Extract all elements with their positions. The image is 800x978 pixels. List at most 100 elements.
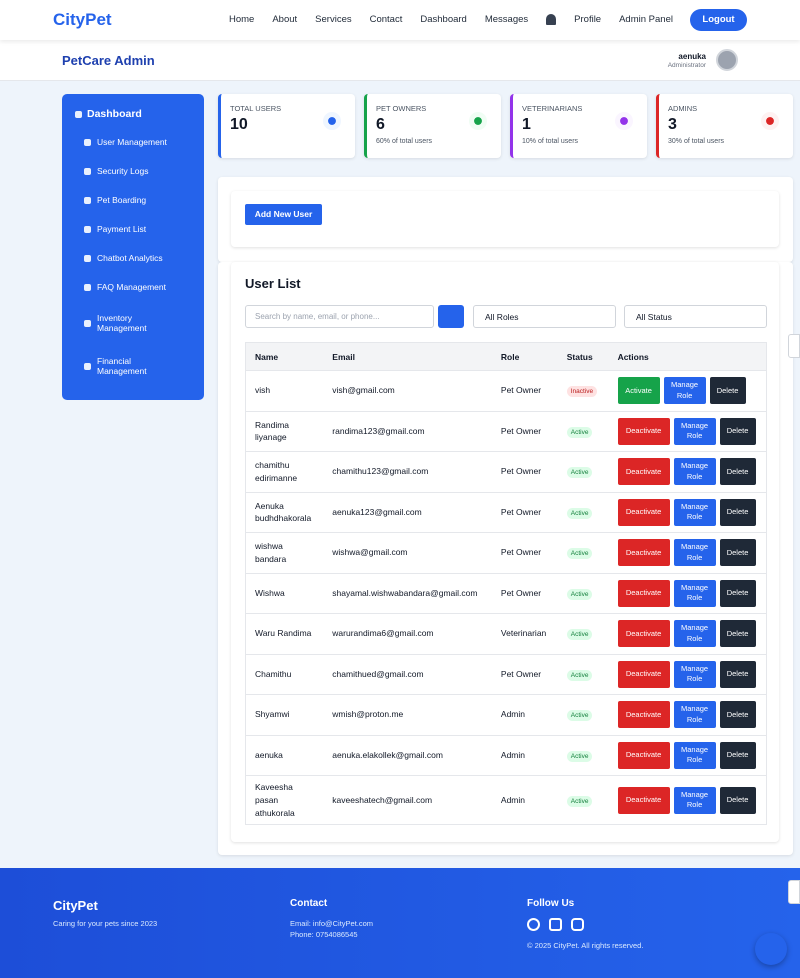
facebook-icon[interactable]	[527, 918, 540, 931]
manage-role-button[interactable]: Manage Role	[673, 539, 716, 567]
user-name: chamithu edirimanne	[245, 451, 324, 492]
user-email: aenuka123@gmail.com	[323, 491, 492, 533]
sidebar-icon	[84, 196, 91, 204]
nav-link[interactable]: Messages	[484, 14, 529, 25]
sidebar-item[interactable]: User Management	[75, 129, 191, 155]
delete-button[interactable]: Delete	[719, 417, 756, 445]
sidebar-label: Pet Boarding	[97, 195, 147, 205]
delete-button[interactable]: Delete	[719, 701, 756, 729]
manage-role-button[interactable]: Manage Role	[673, 417, 716, 445]
sidebar-icon	[84, 138, 91, 146]
delete-button[interactable]: Delete	[719, 741, 756, 769]
nav-link[interactable]: Services	[315, 14, 352, 25]
add-user-button[interactable]: Add New User	[245, 204, 322, 225]
stat-icon	[615, 112, 633, 130]
sidebar-item[interactable]: Chatbot Analytics	[75, 245, 191, 271]
toggle-button[interactable]: Activate	[617, 377, 660, 405]
brand[interactable]: CityPet	[53, 10, 112, 29]
stat-icon	[323, 112, 341, 130]
toggle-button[interactable]: Deactivate	[617, 579, 670, 607]
logout-button[interactable]: Logout	[690, 9, 747, 31]
sidebar-label: User Management	[97, 137, 167, 147]
nav-link[interactable]: Profile	[574, 14, 602, 25]
status-badge: Inactive	[566, 386, 598, 398]
manage-role-button[interactable]: Manage Role	[673, 660, 716, 688]
delete-button[interactable]: Delete	[719, 579, 756, 607]
nav-link[interactable]: Home	[229, 14, 255, 25]
toggle-button[interactable]: Deactivate	[617, 498, 670, 526]
nav-link[interactable]: Contact	[369, 14, 403, 25]
toggle-button[interactable]: Deactivate	[617, 660, 670, 688]
manage-role-button[interactable]: Manage Role	[673, 741, 716, 769]
toggle-button[interactable]: Deactivate	[617, 458, 670, 486]
sidebar-item[interactable]: Security Logs	[75, 158, 191, 184]
status-filter[interactable]: All Status	[624, 305, 767, 328]
sidebar-item[interactable]: Payment List	[75, 216, 191, 242]
avatar[interactable]	[716, 49, 738, 71]
stat-note: 30% of total users	[668, 138, 725, 145]
delete-button[interactable]: Delete	[719, 620, 756, 648]
toggle-button[interactable]: Deactivate	[617, 701, 670, 729]
user-email: shayamal.wishwabandara@gmail.com	[323, 572, 492, 614]
nav-link[interactable]: About	[272, 14, 298, 25]
nav-link[interactable]: Dashboard	[420, 14, 467, 25]
user-email: wmish@proton.me	[323, 694, 492, 735]
user-role: Admin	[491, 694, 558, 735]
stat-card: VETERINARIANS 1 10% of total users	[510, 94, 647, 158]
delete-button[interactable]: Delete	[719, 458, 756, 486]
sidebar-item[interactable]: Financial Management	[75, 346, 191, 386]
sidebar-item[interactable]: FAQ Management	[75, 274, 191, 300]
user-email: randima123@gmail.com	[323, 410, 492, 452]
user-email: wishwa@gmail.com	[323, 532, 492, 573]
chat-button[interactable]	[755, 933, 787, 965]
manage-role-button[interactable]: Manage Role	[673, 786, 716, 814]
user-name: Wishwa	[245, 572, 324, 614]
actions-cell: Deactivate Manage Role Delete	[608, 653, 767, 695]
stat-value: 1	[522, 116, 531, 133]
role-filter[interactable]: All Roles	[473, 305, 616, 328]
notification-bell[interactable]	[546, 14, 557, 25]
instagram-icon[interactable]	[571, 918, 584, 931]
manage-role-button[interactable]: Manage Role	[673, 701, 716, 729]
search-input[interactable]	[245, 305, 434, 328]
actions-cell: Deactivate Manage Role Delete	[608, 532, 767, 573]
side-tab[interactable]	[788, 334, 800, 358]
toggle-button[interactable]: Deactivate	[617, 741, 670, 769]
status-badge: Active	[566, 548, 593, 560]
user-list-title: User List	[245, 276, 301, 291]
column-header: Status	[557, 342, 609, 371]
sidebar-item[interactable]: Pet Boarding	[75, 187, 191, 213]
side-tab[interactable]	[788, 880, 800, 904]
manage-role-button[interactable]: Manage Role	[673, 498, 716, 526]
sidebar-title[interactable]: Dashboard	[75, 108, 191, 120]
delete-button[interactable]: Delete	[719, 660, 756, 688]
delete-button[interactable]: Delete	[719, 498, 756, 526]
toggle-button[interactable]: Deactivate	[617, 786, 670, 814]
delete-button[interactable]: Delete	[719, 539, 756, 567]
status-cell: Active	[557, 572, 609, 614]
actions-cell: Deactivate Manage Role Delete	[608, 734, 767, 776]
twitter-icon[interactable]	[549, 918, 562, 931]
actions: Deactivate Manage Role Delete	[617, 417, 757, 445]
search-button[interactable]	[438, 305, 464, 328]
toggle-button[interactable]: Deactivate	[617, 539, 670, 567]
user-email: aenuka.elakollek@gmail.com	[323, 734, 492, 776]
delete-button[interactable]: Delete	[709, 377, 746, 405]
sidebar-item[interactable]: Inventory Management	[75, 303, 191, 343]
manage-role-button[interactable]: Manage Role	[673, 579, 716, 607]
user-table: Name Email Role Status Actions vish vish@gmail…	[245, 342, 767, 826]
actions: Deactivate Manage Role Delete	[617, 620, 757, 648]
nav-link[interactable]: Admin Panel	[619, 14, 673, 25]
status-badge: Active	[566, 669, 593, 681]
manage-role-button[interactable]: Manage Role	[673, 458, 716, 486]
stat-label: TOTAL USERS	[230, 104, 282, 113]
actions-cell: Deactivate Manage Role Delete	[608, 491, 767, 533]
toggle-button[interactable]: Deactivate	[617, 620, 670, 648]
toggle-button[interactable]: Deactivate	[617, 417, 670, 445]
manage-role-button[interactable]: Manage Role	[663, 377, 706, 405]
user-email: chamithued@gmail.com	[323, 653, 492, 695]
delete-button[interactable]: Delete	[719, 786, 756, 814]
user-name: Randima liyanage	[245, 410, 324, 452]
user-name: Kaveesha pasan athukorala	[245, 774, 324, 825]
manage-role-button[interactable]: Manage Role	[673, 620, 716, 648]
